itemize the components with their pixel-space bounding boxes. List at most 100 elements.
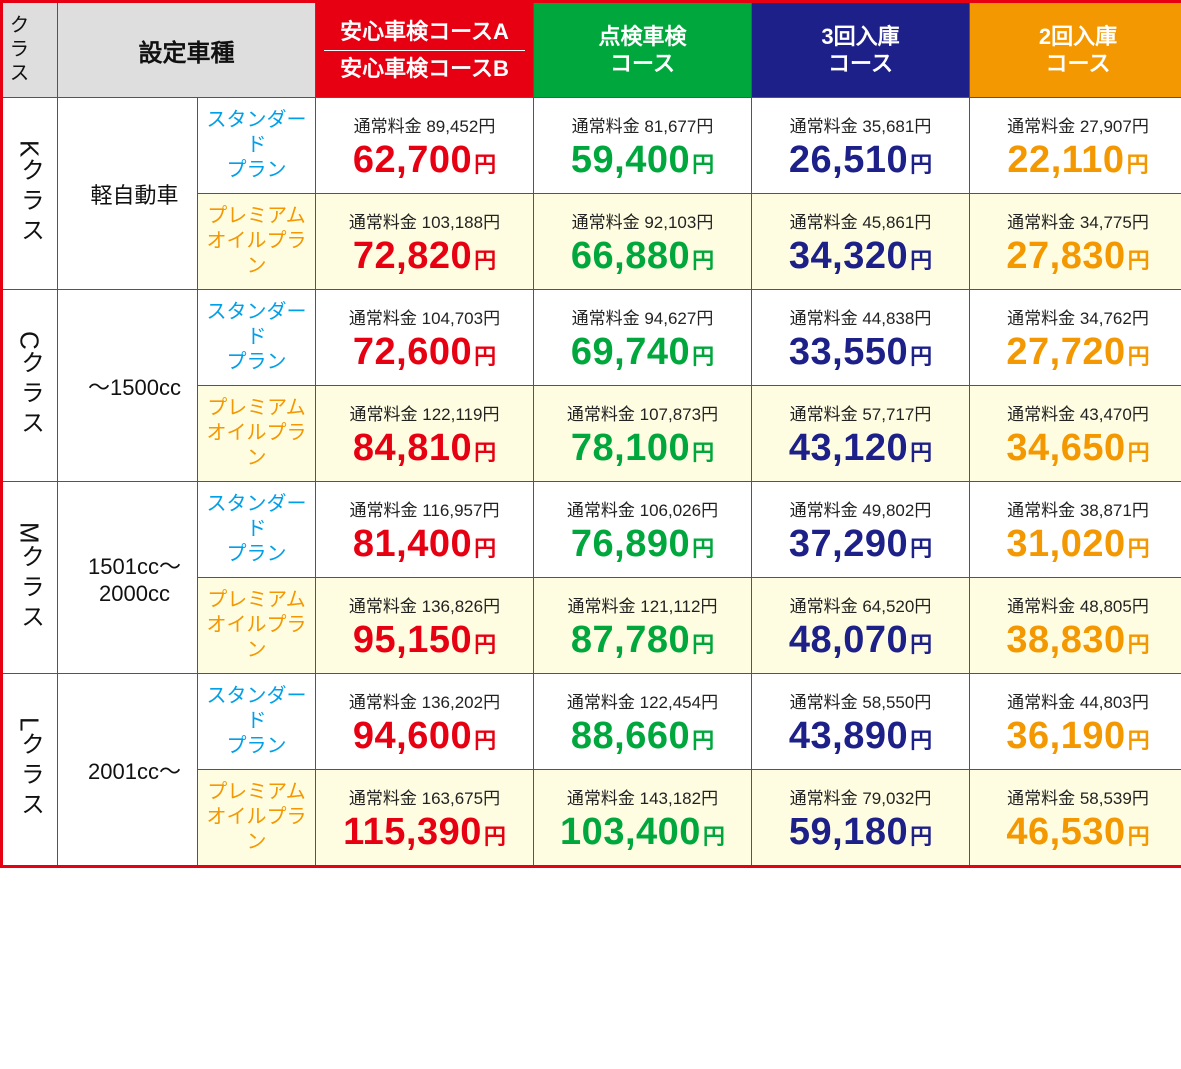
discount-price: 26,510円 [760,139,961,182]
header-course-red-line1: 安心車検コースA [340,19,509,44]
class-label: Mクラス [13,522,48,634]
discount-price: 36,190円 [978,715,1178,758]
class-label: Kクラス [13,140,48,247]
price-number: 94,600 [353,715,472,757]
price-cell: 通常料金 35,681円26,510円 [752,98,970,194]
header-course-red-line2: 安心車検コースB [340,56,509,81]
price-yen: 円 [692,344,714,369]
regular-price: 通常料金 64,520円 [760,592,961,617]
discount-price: 33,550円 [760,331,961,374]
discount-price: 103,400円 [542,811,743,854]
header-course-green-line1: 点検車検 [598,24,686,49]
discount-price: 72,600円 [324,331,525,374]
price-yen: 円 [910,248,932,273]
price-number: 31,020 [1006,523,1125,565]
plan-line2: プラン [227,159,287,181]
regular-price: 通常料金 43,470円 [978,400,1178,425]
discount-price: 22,110円 [978,139,1178,182]
class-label-rest: クラス [17,543,44,633]
price-number: 81,400 [353,523,472,565]
price-cell: 通常料金 48,805円38,830円 [970,578,1181,674]
price-number: 43,120 [789,427,908,469]
price-number: 72,600 [353,331,472,373]
discount-price: 59,180円 [760,811,961,854]
price-number: 66,880 [571,235,690,277]
header-course-blue-line2: コース [752,50,969,78]
regular-price: 通常料金 163,675円 [324,784,525,809]
discount-price: 46,530円 [978,811,1178,854]
price-number: 88,660 [571,715,690,757]
price-yen: 円 [692,536,714,561]
header-course-blue-line1: 3回入庫 [821,24,899,49]
price-cell: 通常料金 49,802円37,290円 [752,482,970,578]
class-label-rest: クラス [17,157,44,247]
discount-price: 62,700円 [324,139,525,182]
price-yen: 円 [910,536,932,561]
regular-price: 通常料金 57,717円 [760,400,961,425]
plan-line2: オイルプラン [207,806,307,853]
plan-line2: オイルプラン [207,230,307,277]
price-yen: 円 [1128,824,1150,849]
plan-line1: スタンダード [207,301,307,348]
regular-price: 通常料金 81,677円 [542,112,743,137]
plan-premium: プレミアムオイルプラン [198,578,316,674]
class-cell: Lクラス [2,674,58,867]
price-number: 87,780 [571,619,690,661]
regular-price: 通常料金 122,454円 [542,688,743,713]
discount-price: 94,600円 [324,715,525,758]
regular-price: 通常料金 116,957円 [324,496,525,521]
price-yen: 円 [910,440,932,465]
price-cell: 通常料金 136,202円94,600円 [316,674,534,770]
regular-price: 通常料金 44,803円 [978,688,1178,713]
regular-price: 通常料金 38,871円 [978,496,1178,521]
regular-price: 通常料金 106,026円 [542,496,743,521]
regular-price: 通常料金 34,775円 [978,208,1178,233]
discount-price: 34,320円 [760,235,961,278]
discount-price: 78,100円 [542,427,743,470]
price-cell: 通常料金 45,861円34,320円 [752,194,970,290]
price-yen: 円 [1128,536,1150,561]
price-number: 36,190 [1006,715,1125,757]
regular-price: 通常料金 121,112円 [542,592,743,617]
price-yen: 円 [474,344,496,369]
regular-price: 通常料金 94,627円 [542,304,743,329]
price-yen: 円 [474,728,496,753]
plan-line2: プラン [227,543,287,565]
class-cell: Mクラス [2,482,58,674]
price-yen: 円 [910,152,932,177]
price-number: 84,810 [353,427,472,469]
price-yen: 円 [1128,632,1150,657]
discount-price: 84,810円 [324,427,525,470]
regular-price: 通常料金 92,103円 [542,208,743,233]
plan-standard: スタンダードプラン [198,674,316,770]
discount-price: 59,400円 [542,139,743,182]
regular-price: 通常料金 44,838円 [760,304,961,329]
price-cell: 通常料金 38,871円31,020円 [970,482,1181,578]
price-number: 46,530 [1006,811,1125,853]
price-yen: 円 [692,152,714,177]
header-red-divider [324,50,525,51]
regular-price: 通常料金 27,907円 [978,112,1178,137]
price-number: 69,740 [571,331,690,373]
price-number: 72,820 [353,235,472,277]
price-yen: 円 [692,728,714,753]
price-cell: 通常料金 27,907円22,110円 [970,98,1181,194]
price-cell: 通常料金 104,703円72,600円 [316,290,534,386]
price-yen: 円 [1128,248,1150,273]
price-number: 115,390 [343,811,482,853]
price-cell: 通常料金 44,803円36,190円 [970,674,1181,770]
price-number: 27,830 [1006,235,1125,277]
price-cell: 通常料金 103,188円72,820円 [316,194,534,290]
discount-price: 81,400円 [324,523,525,566]
price-cell: 通常料金 94,627円69,740円 [534,290,752,386]
price-yen: 円 [1128,440,1150,465]
price-cell: 通常料金 58,550円43,890円 [752,674,970,770]
discount-price: 48,070円 [760,619,961,662]
table-row: Cクラス～1500ccスタンダードプラン通常料金 104,703円72,600円… [2,290,1181,386]
price-number: 103,400 [560,811,701,853]
class-label: Cクラス [13,331,48,440]
discount-price: 27,830円 [978,235,1178,278]
price-cell: 通常料金 106,026円76,890円 [534,482,752,578]
regular-price: 通常料金 104,703円 [324,304,525,329]
regular-price: 通常料金 45,861円 [760,208,961,233]
